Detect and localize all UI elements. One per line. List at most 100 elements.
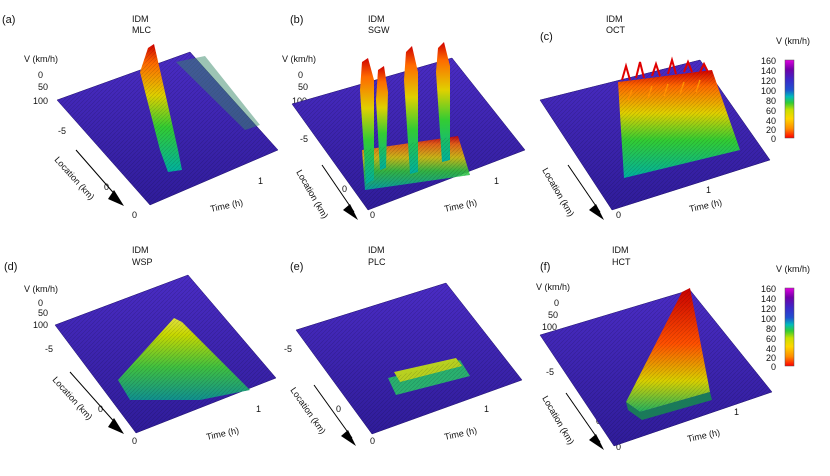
x-tick: 1 — [706, 185, 711, 195]
y-tick: 0 — [336, 404, 341, 414]
y-axis-arrowhead — [343, 204, 358, 220]
colorbar-tick: 140 — [761, 66, 776, 76]
colorbar-tick: 20 — [766, 125, 776, 135]
colorbar-tick: 40 — [766, 116, 776, 126]
colorbar-tick: 60 — [766, 334, 776, 344]
panel-f: (f) IDM HCT V (km/h) 0 50 100 -5 0 0 1 T… — [536, 245, 773, 452]
y-tick: -5 — [546, 367, 554, 377]
pattern-label: OCT — [606, 25, 626, 35]
panel-label: (c) — [540, 31, 553, 43]
model-label: IDM — [132, 14, 149, 24]
y-tick: -5 — [58, 126, 66, 136]
panel-b: (b) IDM SGW V (km/h) 0 50 100 -5 0 0 1 T… — [282, 14, 526, 220]
y-tick: -5 — [45, 344, 53, 354]
model-label: IDM — [612, 245, 629, 255]
surface-jam — [436, 42, 450, 162]
colorbar-ticks: 160 140 120 100 80 60 40 20 0 — [761, 284, 776, 372]
colorbar-title: V (km/h) — [776, 36, 810, 46]
panel-label: (b) — [290, 14, 303, 26]
surface-jam-mesh — [140, 44, 182, 172]
x-axis-label: Time (h) — [205, 425, 240, 442]
x-tick: 1 — [734, 407, 739, 417]
colorbar-bottom: V (km/h) 160 140 120 100 80 60 40 20 0 — [761, 264, 810, 372]
y-tick: 0 — [342, 184, 347, 194]
y-tick: -5 — [300, 134, 308, 144]
z-axis-label: V (km/h) — [24, 54, 58, 64]
pattern-label: SGW — [368, 25, 390, 35]
colorbar-scale — [784, 59, 795, 139]
y-axis-label: Location (km) — [53, 155, 97, 202]
z-tick: 100 — [33, 320, 48, 330]
colorbar-tick: 100 — [761, 86, 776, 96]
x-tick: 1 — [494, 176, 499, 186]
y-axis-label: Location (km) — [288, 385, 327, 435]
y-axis-arrow — [565, 392, 601, 443]
y-axis-arrow — [321, 164, 355, 213]
z-axis-label: V (km/h) — [282, 54, 316, 64]
pattern-label: WSP — [132, 257, 153, 267]
panel-e: (e) IDM PLC -5 0 0 1 Time (h) Location (… — [284, 245, 523, 446]
z-axis-label: V (km/h) — [24, 284, 58, 294]
x-axis-label: Time (h) — [209, 197, 244, 214]
colorbar-tick: 0 — [771, 362, 776, 372]
y-axis-arrowhead — [589, 434, 604, 450]
y-tick: 0 — [98, 404, 103, 414]
panel-label: (a) — [2, 14, 15, 26]
x-tick: 0 — [132, 210, 137, 220]
colorbar-tick: 80 — [766, 96, 776, 106]
x-tick: 1 — [256, 404, 261, 414]
colorbar-tick: 160 — [761, 284, 776, 294]
y-axis-arrow — [75, 149, 119, 199]
model-label: IDM — [606, 14, 623, 24]
colorbar-tick: 120 — [761, 76, 776, 86]
z-tick: 50 — [298, 82, 308, 92]
panel-d: (d) IDM WSP V (km/h) 0 50 100 -5 0 0 1 T… — [4, 245, 277, 446]
colorbar-tick: 140 — [761, 294, 776, 304]
surface-ridge — [176, 56, 260, 130]
surface-jam-peaks — [627, 79, 701, 101]
surface-jam-base — [626, 392, 712, 420]
pattern-label: PLC — [368, 257, 386, 267]
colorbar-tick: 80 — [766, 324, 776, 334]
z-tick: 0 — [554, 298, 559, 308]
z-tick: 0 — [38, 70, 43, 80]
colorbar-tick: 120 — [761, 304, 776, 314]
z-tick: 0 — [38, 298, 43, 308]
surface-mesh — [296, 283, 522, 434]
x-tick: 1 — [258, 176, 263, 186]
y-axis-arrow — [567, 164, 601, 213]
panel-c: (c) IDM OCT 0 1 Time (h) Location (km) — [539, 14, 771, 220]
z-tick: 0 — [298, 70, 303, 80]
x-axis-label: Time (h) — [443, 425, 478, 442]
z-tick: 100 — [33, 96, 48, 106]
pattern-label: MLC — [132, 25, 152, 35]
model-label: IDM — [368, 14, 385, 24]
z-tick: 50 — [548, 310, 558, 320]
colorbar-scale — [784, 287, 795, 367]
pattern-label: HCT — [612, 257, 631, 267]
colorbar-ticks: 160 140 120 100 80 60 40 20 0 — [761, 56, 776, 144]
surface-jam-mesh — [118, 318, 250, 400]
surface-jam-mesh — [362, 136, 470, 190]
colorbar-tick: 160 — [761, 56, 776, 66]
y-axis-label: Location (km) — [540, 166, 576, 218]
colorbar-tick: 20 — [766, 353, 776, 363]
x-tick: 1 — [484, 404, 489, 414]
x-tick: 0 — [370, 436, 375, 446]
y-tick: 0 — [104, 182, 109, 192]
z-axis-label: V (km/h) — [536, 282, 570, 292]
z-tick: 100 — [542, 322, 557, 332]
panel-label: (f) — [540, 261, 550, 273]
y-axis-arrow — [313, 384, 353, 439]
y-axis-label: Location (km) — [51, 375, 95, 422]
x-tick: 0 — [132, 436, 137, 446]
colorbar-top: V (km/h) 160 140 120 100 80 60 40 20 0 — [761, 36, 810, 144]
colorbar-tick: 0 — [771, 134, 776, 144]
surface-jam — [404, 46, 418, 174]
y-axis-label: Location (km) — [540, 394, 576, 446]
y-axis-arrow — [69, 371, 119, 427]
surface-jam-mesh — [626, 288, 710, 412]
x-axis-label: Time (h) — [686, 427, 721, 444]
x-axis-label: Time (h) — [688, 197, 723, 214]
